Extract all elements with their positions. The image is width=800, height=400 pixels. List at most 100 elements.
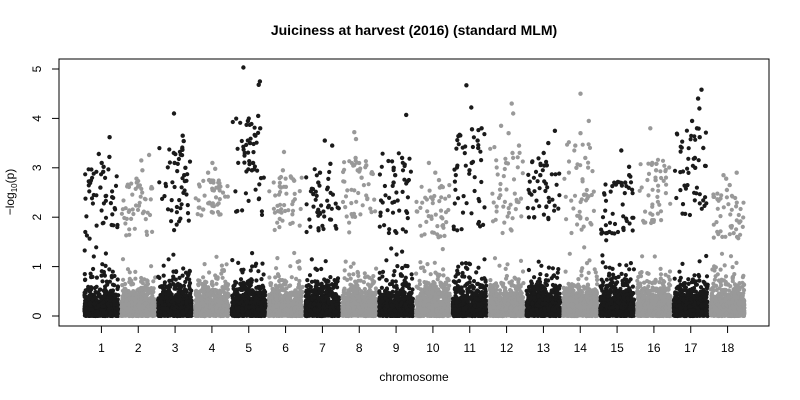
snp-point (133, 203, 139, 208)
snp-peak-point (171, 111, 177, 116)
snp-point (169, 219, 174, 224)
snp-point (121, 277, 126, 282)
snp-point (187, 277, 192, 282)
snp-point (239, 267, 244, 273)
snp-point (102, 272, 107, 277)
snp-point (250, 251, 255, 256)
snp-point (169, 198, 174, 203)
snp-point (125, 267, 131, 272)
snp-point (140, 190, 145, 195)
snp-peak-point (180, 133, 185, 138)
snp-point (163, 181, 168, 186)
snp-point (180, 310, 185, 315)
snp-peak-point (99, 160, 104, 166)
snp-point (113, 207, 118, 212)
snp-point (84, 214, 89, 219)
snp-point (259, 212, 265, 217)
snp-point (220, 289, 225, 294)
snp-point (87, 289, 92, 294)
snp-point (175, 298, 180, 303)
snp-point (87, 189, 92, 194)
snp-point (194, 311, 199, 316)
snp-point (257, 196, 262, 201)
snp-point (187, 286, 192, 291)
snp-point (217, 300, 222, 305)
snp-point (113, 311, 119, 316)
snp-point (141, 209, 146, 214)
snp-point (245, 310, 250, 315)
snp-point (91, 266, 96, 272)
snp-point (177, 198, 182, 203)
snp-peak-point (253, 133, 258, 138)
snp-point (96, 303, 101, 308)
snp-point (120, 297, 125, 302)
snp-point (205, 292, 210, 297)
snp-point (127, 227, 132, 232)
snp-point (166, 290, 171, 295)
snp-point (215, 202, 220, 207)
snp-point (207, 310, 212, 315)
snp-point (131, 281, 136, 287)
snp-point (112, 283, 117, 288)
snp-point (101, 201, 106, 206)
snp-peak-point (140, 168, 145, 173)
snp-point (255, 307, 260, 312)
snp-peak-point (134, 176, 139, 181)
snp-point (258, 287, 263, 292)
snp-point (168, 284, 173, 289)
snp-point (100, 262, 105, 267)
snp-peak-point (245, 118, 251, 124)
snp-point (127, 279, 132, 285)
snp-point (251, 150, 256, 155)
snp-point (171, 269, 176, 274)
chromosome-4-points (192, 160, 231, 319)
snp-point (110, 269, 115, 274)
snp-point (90, 201, 95, 206)
snp-point (257, 182, 262, 187)
snp-point (189, 308, 194, 314)
snp-point (202, 193, 207, 198)
snp-point (165, 165, 170, 170)
snp-point (256, 269, 261, 274)
snp-point (141, 304, 146, 309)
snp-point (253, 310, 258, 315)
snp-point (83, 196, 88, 201)
snp-point (162, 280, 167, 285)
snp-point (170, 299, 175, 304)
snp-point (101, 310, 106, 315)
snp-point (246, 305, 251, 310)
snp-point (201, 178, 206, 183)
snp-point (260, 306, 265, 311)
snp-point (103, 194, 108, 199)
snp-point (139, 275, 144, 281)
snp-peak-point (101, 169, 106, 174)
snp-point (94, 284, 99, 289)
snp-point (238, 277, 244, 282)
snp-peak-point (183, 165, 188, 170)
snp-point (247, 122, 252, 127)
snp-point (207, 201, 212, 206)
snp-peak-point (250, 160, 256, 166)
snp-point (121, 198, 126, 203)
snp-point (236, 260, 241, 265)
snp-point (129, 216, 134, 221)
snp-point (161, 286, 166, 291)
snp-point (180, 290, 185, 295)
snp-point (94, 223, 99, 228)
snp-point (175, 281, 181, 286)
snp-point (83, 172, 88, 177)
snp-peak-point (247, 140, 253, 146)
snp-point (219, 263, 224, 268)
snp-point (213, 287, 218, 293)
snp-peak-point (218, 184, 223, 189)
snp-peak-point (146, 152, 152, 158)
chromosome-2-points (119, 152, 158, 319)
snp-point (127, 232, 132, 237)
snp-point (109, 275, 114, 280)
snp-point (223, 279, 228, 284)
snp-point (99, 208, 104, 213)
snp-point (225, 184, 230, 189)
snp-point (178, 285, 183, 290)
snp-point (234, 209, 239, 214)
snp-point (121, 302, 126, 307)
